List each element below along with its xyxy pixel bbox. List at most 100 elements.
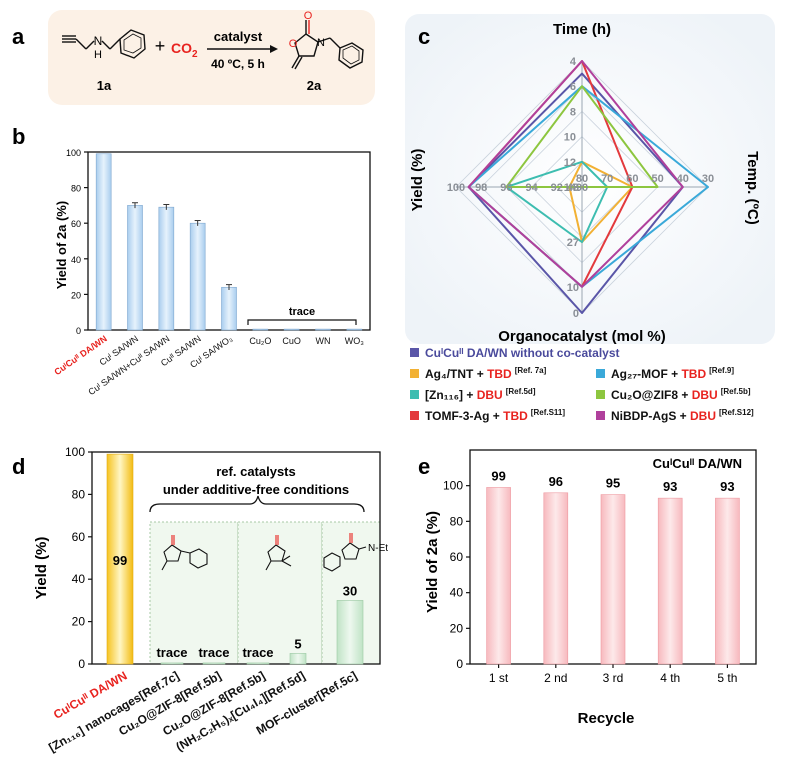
radar-temp-tick: 50 — [651, 173, 663, 185]
radar-time-tick: 12 — [564, 157, 576, 169]
panel-a-label: a — [12, 24, 25, 49]
radar-temp-tick: 60 — [626, 173, 638, 185]
d-axis-ytick-label: 0 — [78, 657, 85, 671]
radar-temp-tick: 40 — [677, 173, 689, 185]
e-axis-ytick-label: 100 — [443, 479, 463, 493]
panel-b-axes: 0 20 40 60 80 100 — [66, 148, 371, 336]
panel-e-xlabel: Recycle — [578, 710, 635, 727]
radar-time-tick: 4 — [570, 56, 577, 68]
panel-c-label: c — [418, 24, 430, 49]
panel-d-label: d — [12, 454, 25, 479]
d-bar — [336, 600, 364, 665]
b-category-label: WN — [316, 336, 331, 346]
structure-phenyl-oxazolidinone — [323, 533, 367, 572]
d-data-label: trace — [198, 645, 229, 660]
e-data-label: 93 — [663, 479, 677, 494]
legend-entry: Ag₄/TNT + TBD [Ref. 7a] — [425, 366, 547, 381]
e-axis-ytick-label: 0 — [456, 657, 463, 671]
radar-yield-tick: 96 — [500, 182, 512, 194]
radar-time-tick: 10 — [564, 132, 576, 144]
panel-b-ylabel: Yield of 2a (%) — [54, 201, 69, 289]
structure-oxazolidinone-benzyl — [161, 535, 208, 571]
e-category-label: 2 nd — [544, 671, 567, 685]
b-bar — [346, 328, 363, 331]
d-axis-ytick-label: 80 — [72, 487, 86, 501]
radar-axis-temp: Temp. (ºC) — [744, 151, 761, 225]
d-axis-ytick-label: 20 — [72, 615, 86, 629]
b-bar — [221, 286, 237, 331]
radar-temp-tick: 80 — [576, 173, 588, 185]
b-bar — [283, 328, 300, 331]
b-bar — [95, 153, 112, 331]
e-bar — [543, 492, 569, 665]
legend-entry: CuᴵCuᴵᴵ DA/WN without co-catalyst — [425, 346, 620, 360]
reactant-1a-label: 1a — [97, 78, 112, 93]
reference-catalyst-box — [149, 521, 239, 665]
e-axis-ytick-label: 80 — [450, 514, 464, 528]
radar-yield-tick: 98 — [475, 182, 487, 194]
radar-temp-tick: 30 — [702, 173, 714, 185]
radar-yield-tick: 100 — [447, 182, 465, 194]
b-bar — [189, 222, 206, 331]
product-2a-n: N — [317, 37, 325, 49]
radar-axis-yield: Yield (%) — [409, 149, 426, 212]
ref-catalysts-brace — [149, 495, 365, 513]
radar-series-polygon — [505, 85, 659, 188]
e-data-label: 96 — [549, 474, 563, 489]
e-category-label: 3 rd — [603, 671, 624, 685]
e-data-label: 99 — [491, 468, 505, 483]
reference-catalyst-box — [237, 521, 323, 665]
b-axis-ytick-label: 60 — [71, 219, 81, 229]
b-category-label: CuO — [282, 336, 301, 346]
plus-sign: + — [155, 36, 166, 56]
e-axis-ytick-label: 20 — [450, 621, 464, 635]
panel-a-background — [48, 10, 375, 105]
legend-swatch — [410, 390, 419, 399]
legend-swatch — [596, 390, 605, 399]
radar-cat-tick: 0 — [573, 308, 579, 320]
product-2a-carbonyl-o: O — [304, 10, 313, 22]
panel-b-label: b — [12, 124, 25, 149]
panel-c-background — [405, 14, 775, 344]
trace-annotation: trace — [289, 306, 315, 318]
b-category-label: WO₃ — [345, 336, 364, 346]
panel-e-ylabel: Yield of 2a (%) — [424, 511, 441, 613]
legend-swatch — [410, 411, 419, 420]
legend-entry: Ag₂₇-MOF + TBD [Ref.9] — [611, 366, 734, 381]
radar-cat-tick: 10 — [567, 282, 579, 294]
d-axis-frame — [91, 451, 381, 665]
b-category-label: CuᴵCuᴵᴵ DA/WN — [52, 333, 108, 377]
panel-b: b Yield of 2a (%) 0 20 40 60 80 100 CuᴵCuᴵᴵ D… — [12, 124, 371, 397]
e-bar — [657, 497, 683, 665]
e-bar — [486, 487, 511, 665]
e-data-label: 93 — [720, 479, 734, 494]
panel-a: a N H 1a + CO2 catalyst 40 ºC, 5 h O O N… — [12, 10, 375, 105]
panel-d-ylabel: Yield (%) — [33, 537, 50, 600]
product-2a-label: 2a — [307, 78, 322, 93]
legend-entry: Cu₂O@ZIF8 + DBU [Ref.5b] — [611, 387, 751, 402]
panel-e-bars: 99 96 95 93 93 — [486, 468, 740, 665]
radar-cat-tick: 27 — [567, 237, 579, 249]
trace-bracket — [247, 319, 357, 325]
panel-e-label: e — [418, 454, 430, 479]
radar-series — [467, 60, 709, 314]
legend-swatch — [410, 369, 419, 378]
panel-b-bars — [95, 153, 363, 331]
radar-legend: CuᴵCuᴵᴵ DA/WN without co-catalyst Ag₄/TNT… — [410, 346, 754, 423]
radar-temp-tick: 70 — [601, 173, 613, 185]
reaction-arrow-head — [270, 45, 278, 53]
radar-cat-tick: 48 — [567, 182, 579, 194]
b-bar — [158, 206, 175, 331]
d-category-label: MOF-cluster[Ref.5c] — [254, 668, 360, 737]
legend-swatch — [596, 411, 605, 420]
radar-time-tick: 6 — [570, 81, 576, 93]
d-axis-ytick-label: 40 — [72, 572, 86, 586]
radar-axis-time: Time (h) — [553, 21, 611, 38]
legend-entry: NiBDP-AgS + DBU [Ref.S12] — [611, 408, 754, 423]
e-axis-ytick-label: 40 — [450, 586, 464, 600]
panel-d-bars: 99 trace trace trace 5 30 — [106, 453, 364, 665]
d-data-label: trace — [242, 645, 273, 660]
radar-yield-tick: 92 — [551, 182, 563, 194]
radar-time-tick: 8 — [570, 106, 576, 118]
